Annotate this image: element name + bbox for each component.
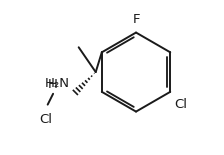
Text: Cl: Cl xyxy=(174,98,187,111)
Text: H₂N: H₂N xyxy=(45,77,70,90)
Text: Cl: Cl xyxy=(39,113,52,126)
Text: H: H xyxy=(47,78,57,91)
Text: F: F xyxy=(132,13,140,26)
